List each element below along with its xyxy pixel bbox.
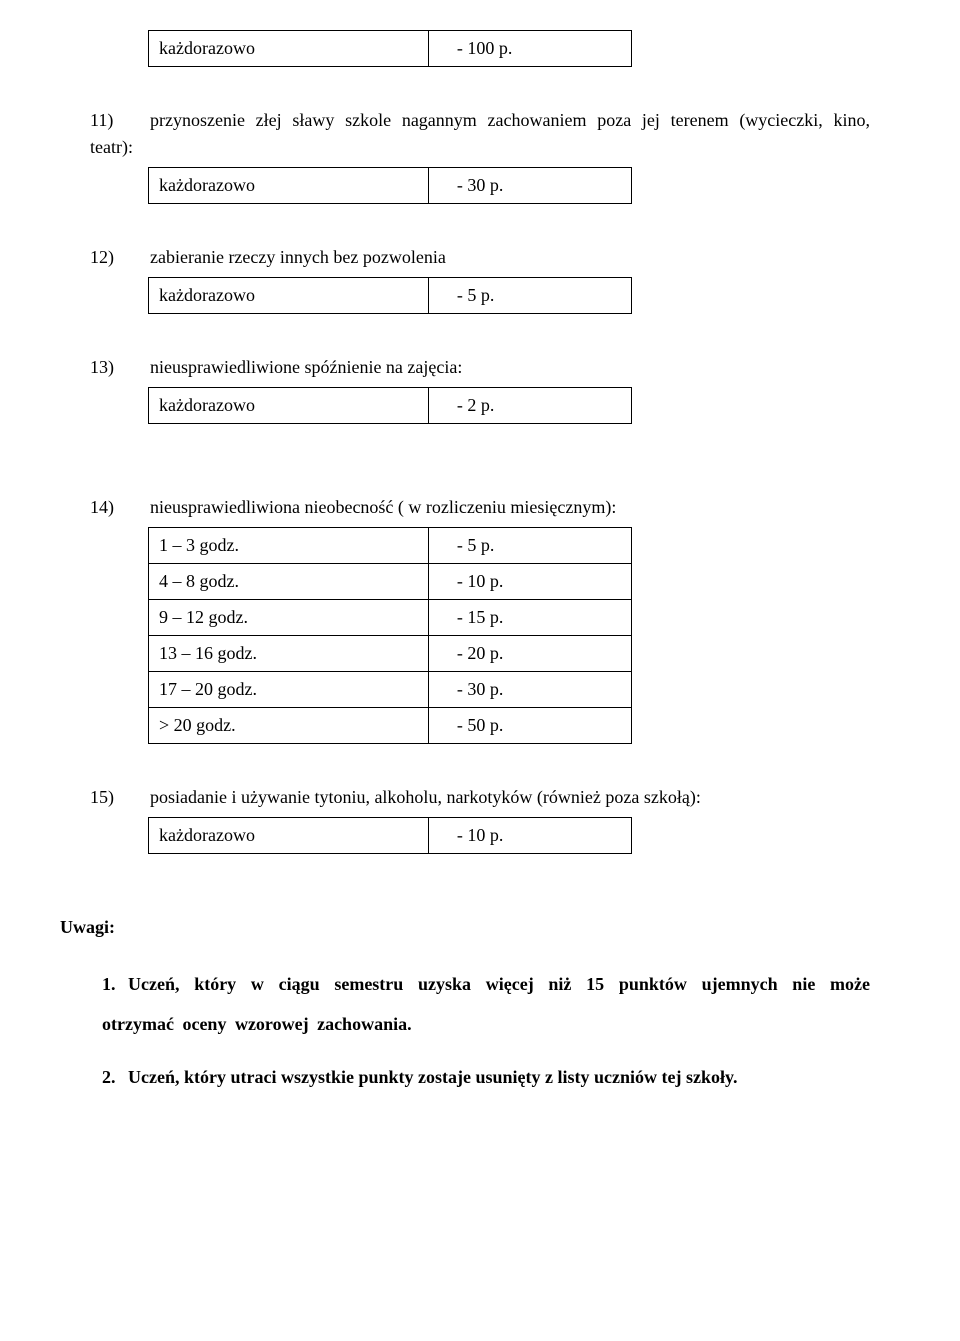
section-intro: 12)zabieranie rzeczy innych bez pozwolen…: [90, 244, 870, 271]
section-intro: 13)nieusprawiedliwione spóźnienie na zaj…: [90, 354, 870, 381]
document-page: każdorazowo - 100 p. 11)przynoszenie złe…: [0, 0, 960, 1172]
cell-left: 13 – 16 godz.: [149, 636, 429, 672]
cell-left: każdorazowo: [149, 388, 429, 424]
table-row: 17 – 20 godz.- 30 p.: [149, 672, 632, 708]
note-text: Uczeń, który w ciągu semestru uzyska wię…: [102, 974, 870, 1034]
notes-section: Uwagi: 1.Uczeń, który w ciągu semestru u…: [60, 914, 870, 1098]
section-number: 15): [90, 784, 150, 811]
table-row: 4 – 8 godz.- 10 p.: [149, 564, 632, 600]
notes-heading: Uwagi:: [60, 914, 870, 941]
cell-right: - 100 p.: [428, 31, 631, 67]
cell-left: każdorazowo: [149, 31, 429, 67]
cell-left: każdorazowo: [149, 818, 429, 854]
cell-left: 9 – 12 godz.: [149, 600, 429, 636]
table-row: każdorazowo - 100 p.: [148, 30, 632, 67]
table-row: 9 – 12 godz.- 15 p.: [149, 600, 632, 636]
cell-right: - 20 p.: [428, 636, 631, 672]
section-text: przynoszenie złej sławy szkole nagannym …: [90, 110, 870, 157]
table-row: 1 – 3 godz.- 5 p.: [149, 528, 632, 564]
cell-left: 1 – 3 godz.: [149, 528, 429, 564]
section-text: posiadanie i używanie tytoniu, alkoholu,…: [150, 787, 701, 807]
table-row: każdorazowo - 10 p.: [148, 817, 632, 854]
section-14: 14)nieusprawiedliwiona nieobecność ( w r…: [90, 494, 870, 744]
table-row: każdorazowo - 30 p.: [148, 167, 632, 204]
table-multirow: 1 – 3 godz.- 5 p. 4 – 8 godz.- 10 p. 9 –…: [148, 527, 632, 744]
section-number: 14): [90, 494, 150, 521]
cell-right: - 2 p.: [428, 388, 631, 424]
cell-left: 17 – 20 godz.: [149, 672, 429, 708]
cell-left: każdorazowo: [149, 278, 429, 314]
section-text: zabieranie rzeczy innych bez pozwolenia: [150, 247, 446, 267]
note-item: 1.Uczeń, który w ciągu semestru uzyska w…: [102, 965, 870, 1044]
cell-right: - 5 p.: [428, 528, 631, 564]
section-number: 13): [90, 354, 150, 381]
cell-right: - 15 p.: [428, 600, 631, 636]
section-13: 13)nieusprawiedliwione spóźnienie na zaj…: [90, 354, 870, 424]
cell-right: - 5 p.: [428, 278, 631, 314]
table-row: każdorazowo - 2 p.: [148, 387, 632, 424]
section-15: 15)posiadanie i używanie tytoniu, alkoho…: [90, 784, 870, 854]
section-intro: 15)posiadanie i używanie tytoniu, alkoho…: [90, 784, 870, 811]
note-number: 1.: [102, 965, 128, 1005]
note-number: 2.: [102, 1058, 128, 1098]
table-row: > 20 godz.- 50 p.: [149, 708, 632, 744]
table-row: 13 – 16 godz.- 20 p.: [149, 636, 632, 672]
cell-right: - 10 p.: [428, 564, 631, 600]
notes-list: 1.Uczeń, który w ciągu semestru uzyska w…: [60, 965, 870, 1098]
cell-left: każdorazowo: [149, 168, 429, 204]
table-row: każdorazowo - 5 p.: [148, 277, 632, 314]
section-12: 12)zabieranie rzeczy innych bez pozwolen…: [90, 244, 870, 314]
cell-left: > 20 godz.: [149, 708, 429, 744]
cell-left: 4 – 8 godz.: [149, 564, 429, 600]
section-intro: 11)przynoszenie złej sławy szkole nagann…: [90, 107, 870, 161]
section-top: każdorazowo - 100 p.: [90, 30, 870, 67]
section-number: 12): [90, 244, 150, 271]
cell-right: - 30 p.: [428, 168, 631, 204]
section-text: nieusprawiedliwiona nieobecność ( w rozl…: [150, 497, 616, 517]
note-text: Uczeń, który utraci wszystkie punkty zos…: [128, 1067, 737, 1087]
section-11: 11)przynoszenie złej sławy szkole nagann…: [90, 107, 870, 204]
cell-right: - 50 p.: [428, 708, 631, 744]
section-number: 11): [90, 107, 150, 134]
section-text: nieusprawiedliwione spóźnienie na zajęci…: [150, 357, 462, 377]
cell-right: - 10 p.: [428, 818, 631, 854]
section-intro: 14)nieusprawiedliwiona nieobecność ( w r…: [90, 494, 870, 521]
cell-right: - 30 p.: [428, 672, 631, 708]
note-item: 2.Uczeń, który utraci wszystkie punkty z…: [102, 1058, 870, 1098]
